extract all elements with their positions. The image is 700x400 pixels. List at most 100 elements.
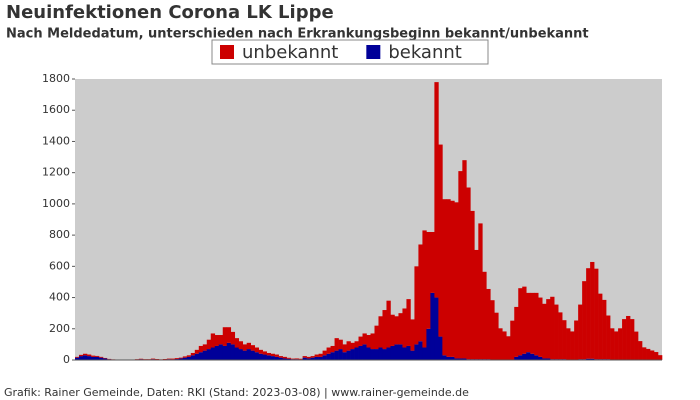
bar	[302, 357, 307, 360]
legend-swatch	[220, 45, 234, 59]
bar	[270, 356, 275, 360]
bar	[250, 350, 255, 360]
bar	[510, 320, 515, 360]
bar	[430, 231, 435, 293]
bar	[382, 349, 387, 360]
bar	[274, 356, 279, 360]
bar	[322, 350, 327, 356]
bar	[402, 347, 407, 360]
bar	[286, 358, 291, 360]
bar	[590, 261, 595, 359]
bar	[75, 357, 80, 360]
bar	[226, 327, 232, 343]
bar	[422, 230, 427, 348]
bar	[182, 357, 188, 360]
bar	[546, 299, 551, 359]
bar	[586, 358, 591, 360]
bar	[590, 358, 595, 360]
bar	[330, 352, 335, 360]
bar	[646, 348, 651, 360]
bar	[350, 349, 355, 360]
bar	[234, 338, 240, 348]
bar	[558, 312, 563, 360]
y-tick-label: 1200	[42, 166, 70, 179]
bar	[550, 296, 555, 360]
bar	[86, 354, 92, 357]
bar	[214, 345, 220, 360]
bar	[334, 350, 339, 360]
bar	[230, 344, 236, 360]
bar	[542, 303, 547, 359]
bar	[374, 349, 379, 360]
bar	[306, 358, 311, 360]
bar	[358, 345, 363, 360]
y-tick-label: 200	[49, 322, 70, 335]
bar	[366, 347, 371, 360]
bar	[426, 231, 431, 329]
bar	[258, 353, 263, 360]
bar	[102, 358, 108, 360]
bar	[370, 349, 375, 360]
bar	[342, 352, 347, 360]
bar	[634, 331, 639, 360]
bar	[90, 356, 96, 360]
bar	[210, 333, 216, 348]
y-tick-label: 1800	[42, 72, 70, 85]
bar	[622, 319, 627, 360]
bar	[294, 358, 299, 360]
bar	[326, 347, 331, 354]
bar	[434, 297, 439, 360]
bar	[574, 320, 579, 360]
bar	[210, 347, 216, 360]
bar	[426, 328, 431, 360]
bar	[474, 249, 479, 360]
bar	[262, 351, 267, 355]
y-tick-label: 400	[49, 291, 70, 304]
bar	[342, 344, 347, 353]
bar	[338, 339, 343, 350]
bar	[506, 336, 511, 360]
bar	[606, 315, 611, 360]
bar	[354, 347, 359, 360]
bar	[322, 355, 327, 360]
bar	[246, 349, 252, 360]
bar	[198, 345, 204, 353]
bar	[398, 344, 403, 360]
bar	[186, 355, 192, 357]
bar	[378, 316, 383, 348]
y-tick-label: 0	[63, 353, 70, 366]
bar	[502, 331, 507, 360]
bar	[538, 297, 543, 357]
bar	[442, 199, 447, 356]
bar	[206, 339, 212, 350]
bar	[438, 144, 443, 337]
bar	[266, 352, 271, 356]
bar	[530, 292, 535, 354]
bar	[642, 347, 647, 360]
bar	[346, 350, 351, 360]
bar	[202, 350, 208, 360]
bar	[98, 357, 104, 360]
bar	[354, 341, 359, 348]
bar	[334, 338, 339, 351]
bar	[362, 333, 367, 345]
bar	[262, 354, 267, 360]
bar	[206, 349, 212, 360]
bar	[258, 349, 263, 354]
bar	[254, 352, 259, 360]
bar	[534, 292, 539, 356]
bar	[330, 345, 335, 353]
legend-swatch	[366, 45, 381, 59]
bar	[326, 353, 331, 360]
footer: Grafik: Rainer Gemeinde, Daten: RKI (Sta…	[4, 386, 469, 399]
bar	[570, 331, 575, 360]
bar	[238, 349, 244, 360]
legend-label: bekannt	[388, 42, 462, 63]
plot-area	[75, 79, 662, 360]
bar	[202, 344, 208, 351]
bar	[190, 352, 196, 356]
bar	[458, 171, 463, 359]
bar	[526, 352, 531, 360]
bar	[422, 347, 427, 360]
bar	[306, 356, 311, 359]
